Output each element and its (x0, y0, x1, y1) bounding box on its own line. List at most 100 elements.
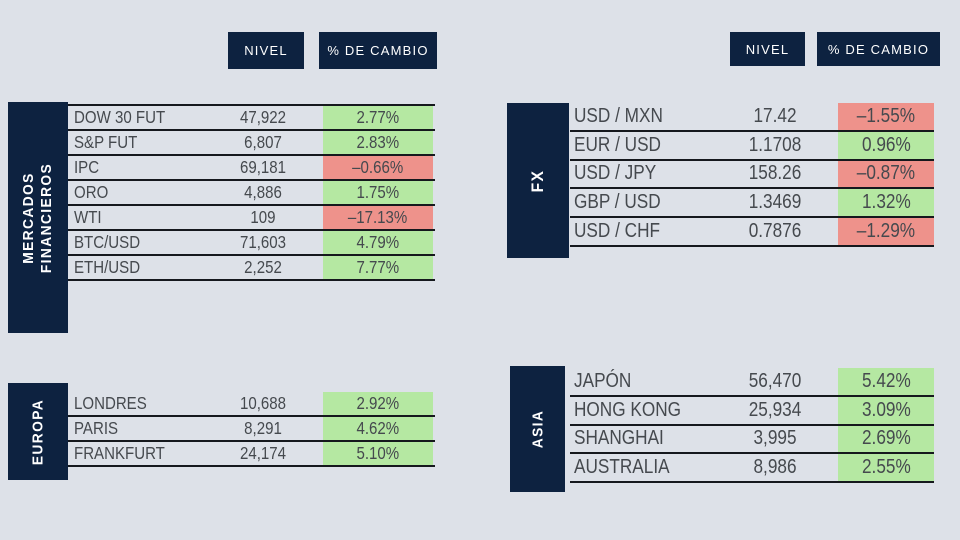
table-row: GBP / USD 1.3469 1.32% (570, 189, 934, 219)
table-row: ORO 4,886 1.75% (68, 181, 435, 206)
row-change-text: 2.77% (356, 107, 400, 127)
row-change: 2.77% (323, 106, 433, 129)
table-fx: USD / MXN 17.42 –1.55% EUR / USD 1.1708 … (570, 103, 934, 247)
row-value: 4,886 (244, 182, 282, 202)
sidebar-asia: ASIA (510, 366, 565, 492)
row-change-text: 4.79% (356, 232, 400, 252)
row-change: 2.55% (838, 454, 934, 482)
table-row: USD / CHF 0.7876 –1.29% (570, 218, 934, 247)
row-change-text: 5.42% (861, 369, 911, 392)
row-change-text: 2.83% (356, 132, 400, 152)
row-label: ETH/USD (74, 257, 141, 277)
row-label: S&P FUT (74, 132, 138, 152)
row-change: 3.09% (838, 396, 934, 424)
table-row: EUR / USD 1.1708 0.96% (570, 131, 934, 161)
row-label: SHANGHAI (574, 427, 664, 450)
row-change: 4.62% (323, 417, 433, 440)
row-change: 0.96% (838, 131, 934, 159)
row-value: 56,470 (748, 369, 802, 392)
row-change: 1.32% (838, 189, 934, 217)
table-row: FRANKFURT 24,174 5.10% (68, 442, 435, 467)
cambio-header-right: % DE CAMBIO (817, 32, 940, 66)
row-change-text: 2.69% (861, 427, 911, 450)
table-row: LONDRES 10,688 2.92% (68, 392, 435, 417)
row-value: 2,252 (244, 257, 282, 277)
row-change: –17.13% (323, 206, 433, 229)
row-change-text: 2.55% (861, 456, 911, 479)
row-change-text: 7.77% (356, 257, 400, 277)
sidebar-fx-label: FX (528, 169, 547, 192)
row-change: 1.75% (323, 181, 433, 204)
table-row: BTC/USD 71,603 4.79% (68, 231, 435, 256)
row-change-text: 5.10% (356, 443, 400, 463)
cambio-header-left: % DE CAMBIO (319, 32, 437, 69)
row-value: 47,922 (239, 107, 287, 127)
sidebar-europa: EUROPA (8, 383, 68, 480)
table-row: SHANGHAI 3,995 2.69% (570, 425, 934, 455)
table-row: HONG KONG 25,934 3.09% (570, 396, 934, 426)
table-row: PARIS 8,291 4.62% (68, 417, 435, 442)
sidebar-fx: FX (507, 103, 569, 258)
sidebar-asia-label: ASIA (529, 409, 546, 449)
row-label: HONG KONG (574, 398, 682, 421)
row-change: 2.83% (323, 131, 433, 154)
row-change: 5.10% (323, 442, 433, 465)
row-label: USD / CHF (574, 220, 660, 243)
row-label: WTI (74, 207, 102, 227)
row-label: USD / MXN (574, 104, 663, 127)
row-change-text: –1.29% (856, 220, 916, 243)
row-change-text: 0.96% (861, 133, 911, 156)
table-row: JAPÓN 56,470 5.42% (570, 368, 934, 397)
table-row: IPC 69,181 –0.66% (68, 156, 435, 181)
row-change: 5.42% (838, 368, 934, 395)
row-value: 71,603 (239, 232, 287, 252)
row-value: 69,181 (239, 157, 287, 177)
table-row: DOW 30 FUT 47,922 2.77% (68, 106, 435, 131)
row-value: 25,934 (748, 398, 802, 421)
row-label: GBP / USD (574, 191, 661, 214)
table-row: USD / JPY 158.26 –0.87% (570, 160, 934, 190)
nivel-header-left: NIVEL (228, 32, 304, 69)
row-change: –1.29% (838, 218, 934, 245)
sidebar-mercados-financieros: MERCADOS FINANCIEROS (8, 102, 68, 333)
row-change: –0.66% (323, 156, 433, 179)
table-row: S&P FUT 6,807 2.83% (68, 131, 435, 156)
row-value: 1.3469 (748, 191, 802, 214)
row-value: 3,995 (753, 427, 797, 450)
row-label: DOW 30 FUT (74, 107, 166, 127)
row-change: 2.92% (323, 392, 433, 415)
row-value: 109 (250, 207, 276, 227)
row-value: 8,291 (244, 418, 282, 438)
row-change-text: –0.66% (352, 157, 404, 177)
row-change-text: –0.87% (856, 162, 916, 185)
sidebar-mercados-label: MERCADOS FINANCIEROS (20, 162, 55, 273)
row-label: BTC/USD (74, 232, 141, 252)
row-change-text: 1.32% (861, 191, 911, 214)
row-change-text: 2.92% (356, 393, 400, 413)
row-change-text: 3.09% (861, 398, 911, 421)
row-value: 0.7876 (748, 220, 802, 243)
table-row: WTI 109 –17.13% (68, 206, 435, 231)
row-value: 158.26 (748, 162, 802, 185)
row-value: 10,688 (239, 393, 287, 413)
row-value: 8,986 (753, 456, 797, 479)
table-row: AUSTRALIA 8,986 2.55% (570, 454, 934, 484)
row-label: EUR / USD (574, 133, 661, 156)
row-label: USD / JPY (574, 162, 657, 185)
row-label: AUSTRALIA (574, 456, 670, 479)
row-value: 24,174 (239, 443, 287, 463)
table-row: USD / MXN 17.42 –1.55% (570, 103, 934, 132)
row-value: 17.42 (753, 104, 797, 127)
table-row: ETH/USD 2,252 7.77% (68, 256, 435, 281)
row-label: LONDRES (74, 393, 147, 413)
table-asia: JAPÓN 56,470 5.42% HONG KONG 25,934 3.09… (570, 368, 934, 484)
row-value: 1.1708 (748, 133, 802, 156)
row-change: 7.77% (323, 256, 433, 279)
row-label: JAPÓN (574, 369, 632, 392)
row-change-text: 4.62% (356, 418, 400, 438)
table-europa: LONDRES 10,688 2.92% PARIS 8,291 4.62% F… (68, 392, 435, 467)
row-change: 2.69% (838, 425, 934, 453)
row-label: FRANKFURT (74, 443, 165, 463)
table-mercados-financieros: DOW 30 FUT 47,922 2.77% S&P FUT 6,807 2.… (68, 104, 435, 281)
